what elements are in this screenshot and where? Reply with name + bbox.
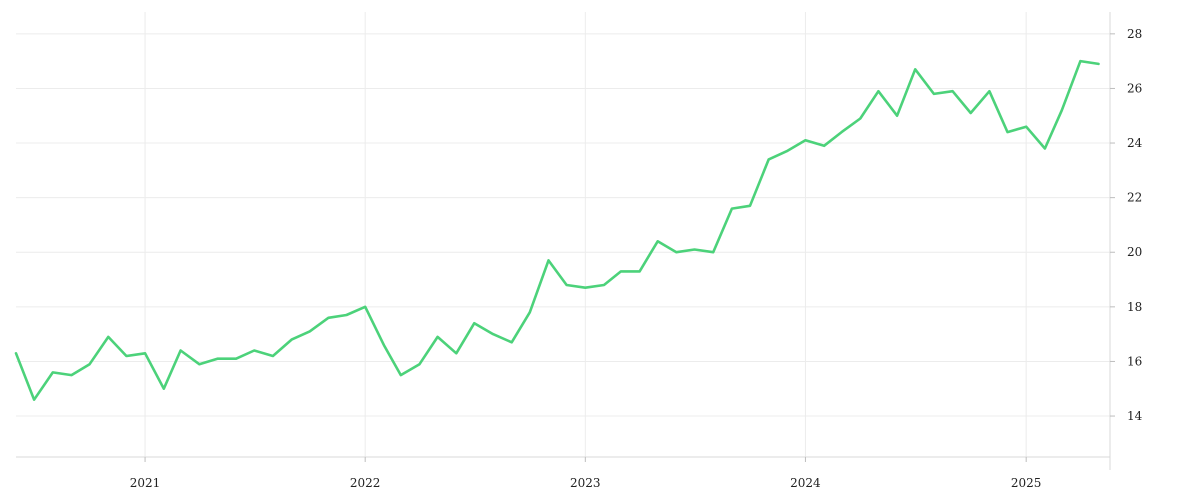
- grid: [16, 12, 1110, 457]
- y-tick-label: 26: [1127, 81, 1142, 95]
- y-tick-label: 18: [1127, 300, 1142, 314]
- x-tick-label: 2023: [570, 476, 601, 490]
- x-tick-label: 2022: [350, 476, 381, 490]
- x-tick-label: 2024: [790, 476, 821, 490]
- y-tick-label: 22: [1127, 191, 1142, 205]
- y-tick-label: 16: [1127, 354, 1142, 368]
- x-tick-label: 2025: [1011, 476, 1042, 490]
- y-tick-label: 28: [1127, 27, 1142, 41]
- y-tick-label: 20: [1127, 245, 1142, 259]
- series: [14, 59, 1100, 402]
- y-tick-label: 24: [1127, 136, 1143, 150]
- x-tick-label: 2021: [130, 476, 161, 490]
- axes: [16, 12, 1115, 470]
- series-line: [14, 59, 1100, 402]
- y-tick-label: 14: [1127, 409, 1143, 423]
